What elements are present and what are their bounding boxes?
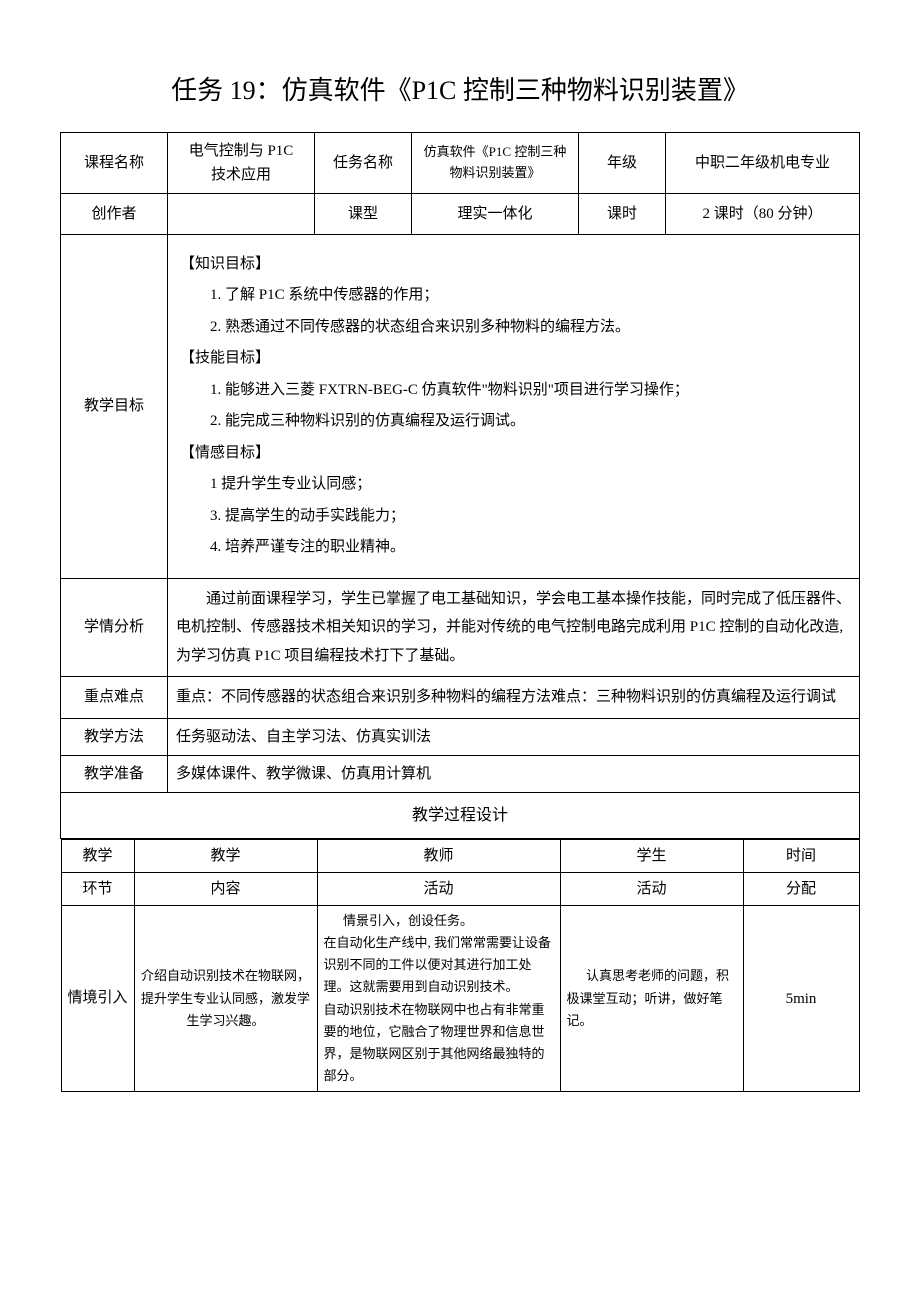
- ph-c5a: 时间: [743, 840, 859, 873]
- hours-label: 课时: [579, 193, 666, 234]
- goals-h2: 【技能目标】: [180, 343, 847, 375]
- class-type-value: 理实一体化: [412, 193, 579, 234]
- goals-h1: 【知识目标】: [180, 249, 847, 281]
- goals-e2: 3. 提高学生的动手实践能力；: [180, 501, 847, 533]
- task-name-label: 任务名称: [315, 132, 412, 193]
- ph-c2b: 内容: [134, 873, 317, 906]
- prep-text: 多媒体课件、教学微课、仿真用计算机: [168, 755, 860, 792]
- process-title: 教学过程设计: [61, 792, 860, 839]
- goals-k2: 2. 熟悉通过不同传感器的状态组合来识别多种物料的编程方法。: [180, 312, 847, 344]
- ph-c4a: 学生: [560, 840, 743, 873]
- pr1-c1: 情境引入: [61, 906, 134, 1092]
- page-title: 任务 19：仿真软件《P1C 控制三种物料识别装置》: [60, 70, 860, 112]
- course-name-value: 电气控制与 P1C 技术应用: [168, 132, 315, 193]
- ph-c1b: 环节: [61, 873, 134, 906]
- goals-k1: 1. 了解 P1C 系统中传感器的作用；: [180, 280, 847, 312]
- ph-c2a: 教学: [134, 840, 317, 873]
- analysis-content: 通过前面课程学习，学生已掌握了电工基础知识，学会电工基本操作技能，同时完成了低压…: [168, 578, 860, 677]
- process-table: 教学 教学 教师 学生 时间 环节 内容 活动 活动 分配 情境引入: [61, 839, 860, 1092]
- keypoint-text: 重点：不同传感器的状态组合来识别多种物料的编程方法难点：三种物料识别的仿真编程及…: [176, 683, 851, 712]
- keypoint-label: 重点难点: [61, 677, 168, 719]
- goals-h3: 【情感目标】: [180, 438, 847, 470]
- pr1-c4: 认真思考老师的问题，积极课堂互动；听讲，做好笔记。: [560, 906, 743, 1092]
- pr1-c2: 介绍自动识别技术在物联网，提升学生专业认同感，激发学生学习兴趣。: [134, 906, 317, 1092]
- class-type-label: 课型: [315, 193, 412, 234]
- ph-c1a: 教学: [61, 840, 134, 873]
- analysis-label: 学情分析: [61, 578, 168, 677]
- ph-c5b: 分配: [743, 873, 859, 906]
- prep-label: 教学准备: [61, 755, 168, 792]
- goals-s1: 1. 能够进入三菱 FXTRN-BEG-C 仿真软件"物料识别"项目进行学习操作…: [180, 375, 847, 407]
- pr1-c5: 5min: [743, 906, 859, 1092]
- ph-c3a: 教师: [317, 840, 560, 873]
- author-label: 创作者: [61, 193, 168, 234]
- goals-label: 教学目标: [61, 234, 168, 578]
- grade-label: 年级: [579, 132, 666, 193]
- grade-value: 中职二年级机电专业: [666, 132, 860, 193]
- goals-e3: 4. 培养严谨专注的职业精神。: [180, 532, 847, 564]
- main-table: 课程名称 电气控制与 P1C 技术应用 任务名称 仿真软件《P1C 控制三种物料…: [60, 132, 860, 1092]
- method-label: 教学方法: [61, 718, 168, 755]
- analysis-text: 通过前面课程学习，学生已掌握了电工基础知识，学会电工基本操作技能，同时完成了低压…: [176, 585, 851, 671]
- hours-value: 2 课时（80 分钟）: [666, 193, 860, 234]
- ph-c4b: 活动: [560, 873, 743, 906]
- keypoint-content: 重点：不同传感器的状态组合来识别多种物料的编程方法难点：三种物料识别的仿真编程及…: [168, 677, 860, 719]
- goals-content: 【知识目标】 1. 了解 P1C 系统中传感器的作用； 2. 熟悉通过不同传感器…: [168, 234, 860, 578]
- method-text: 任务驱动法、自主学习法、仿真实训法: [168, 718, 860, 755]
- task-name-value: 仿真软件《P1C 控制三种物料识别装置》: [412, 132, 579, 193]
- ph-c3b: 活动: [317, 873, 560, 906]
- goals-s2: 2. 能完成三种物料识别的仿真编程及运行调试。: [180, 406, 847, 438]
- pr1-c3: 情景引入，创设任务。 在自动化生产线中, 我们常常需要让设备识别不同的工件以便对…: [317, 906, 560, 1092]
- course-name-label: 课程名称: [61, 132, 168, 193]
- author-value: [168, 193, 315, 234]
- goals-e1: 1 提升学生专业认同感；: [180, 469, 847, 501]
